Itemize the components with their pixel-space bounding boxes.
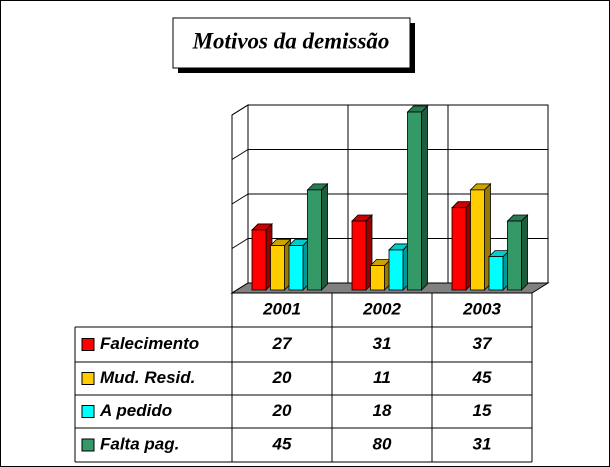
data-label: 45 [272, 434, 292, 453]
bar [307, 189, 322, 291]
legend-label: Falecimento [100, 334, 199, 353]
bar-side [421, 105, 428, 291]
data-label: 27 [272, 334, 293, 353]
legend-swatch [81, 405, 95, 418]
bar-side [321, 182, 328, 291]
legend-label: Falta pag. [100, 434, 179, 453]
grid-line-side [231, 149, 249, 160]
data-label: 15 [473, 401, 492, 420]
bar [251, 229, 267, 291]
grid-line-side [231, 193, 249, 205]
bar [370, 265, 385, 291]
grid-line-side [231, 238, 249, 249]
x-tick-label: 2001 [262, 299, 301, 318]
grid-line-side [231, 104, 249, 116]
bar [451, 207, 467, 291]
legend-swatch [81, 438, 95, 452]
bar [270, 245, 285, 291]
chart-title: Motivos da demissão [192, 28, 390, 53]
data-label: 11 [373, 368, 391, 387]
data-label: 31 [373, 334, 392, 353]
x-tick-label: 2003 [462, 299, 501, 318]
title-box [172, 17, 411, 69]
bar [407, 111, 422, 291]
bar-side [521, 214, 528, 291]
data-label: 18 [373, 401, 392, 420]
bar [488, 256, 504, 291]
bar [507, 220, 522, 291]
data-label: 20 [272, 401, 292, 420]
data-label: 45 [472, 368, 492, 387]
bar [288, 245, 304, 291]
data-label: 20 [272, 368, 292, 387]
legend-swatch [81, 372, 95, 385]
data-label: 37 [473, 334, 493, 353]
x-tick-label: 2002 [362, 299, 401, 318]
bar [388, 249, 404, 291]
legend-label: A pedido [99, 401, 172, 420]
data-label: 80 [373, 434, 392, 453]
data-label: 31 [473, 434, 492, 453]
legend-swatch [81, 338, 95, 351]
legend-label: Mud. Resid. [100, 368, 195, 387]
bar [470, 189, 485, 291]
bar [351, 220, 367, 291]
